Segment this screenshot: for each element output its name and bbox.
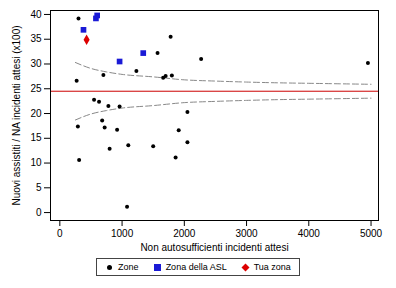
svg-text:5: 5 [36,182,42,193]
svg-text:35: 35 [30,33,42,44]
svg-text:Non autosufficienti incidenti: Non autosufficienti incidenti attesi [140,242,288,253]
svg-text:0: 0 [36,207,42,218]
svg-text:10: 10 [30,157,42,168]
svg-text:0: 0 [57,228,63,239]
svg-text:4000: 4000 [298,228,321,239]
html-text:Zona della ASL: Zona della ASL [165,262,227,272]
svg-text:3000: 3000 [235,228,258,239]
svg-text:Nuovi assistiti / NA incidenti: Nuovi assistiti / NA incidenti attesi (x… [11,25,22,205]
svg-text:2000: 2000 [173,228,196,239]
html-text:Zone: Zone [118,262,139,272]
svg-text:20: 20 [30,108,42,119]
svg-text:30: 30 [30,58,42,69]
svg-text:1000: 1000 [111,228,134,239]
svg-text:40: 40 [30,9,42,20]
html-text:Tua zona: Tua zona [253,262,291,272]
svg-text:25: 25 [30,83,42,94]
svg-text:5000: 5000 [360,228,383,239]
svg-text:15: 15 [30,132,42,143]
